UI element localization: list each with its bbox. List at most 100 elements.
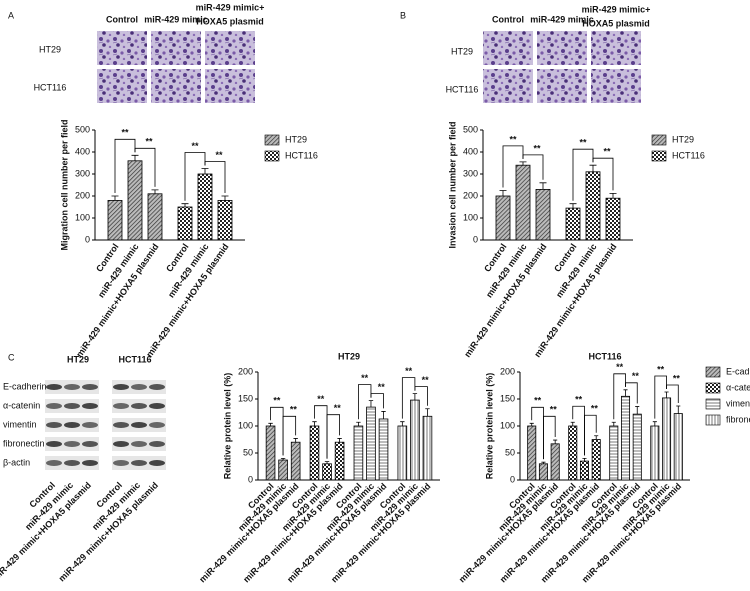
error-bar	[368, 400, 374, 408]
blot-band	[82, 384, 98, 390]
error-bar	[337, 438, 342, 443]
blot-band	[113, 384, 129, 390]
micrograph	[97, 69, 147, 103]
error-bar	[499, 190, 507, 196]
blot-band	[131, 422, 147, 428]
blot-band	[46, 422, 62, 428]
bar	[632, 413, 642, 481]
micrograph	[591, 31, 641, 65]
legend-swatch	[705, 398, 721, 410]
legend-swatch	[705, 366, 721, 378]
significance-label: **	[361, 373, 369, 383]
micrograph	[205, 31, 255, 65]
bar	[605, 197, 621, 241]
significance-bracket	[502, 145, 524, 188]
significance-label: **	[591, 404, 599, 414]
error-bar	[381, 411, 386, 419]
blot-band	[149, 422, 165, 428]
significance-bracket	[584, 414, 597, 456]
y-tick-label: 50	[505, 447, 515, 457]
error-bar	[181, 203, 189, 207]
y-tick-label: 100	[500, 420, 515, 430]
significance-label: **	[575, 395, 583, 405]
error-bar	[221, 195, 229, 201]
y-axis-label: Relative protein level (%)	[484, 373, 494, 480]
column-label: miR-429 mimic+	[582, 4, 651, 14]
legend-swatch	[264, 150, 280, 162]
blot-band	[46, 403, 62, 409]
panel-label: C	[8, 352, 15, 362]
bar	[197, 173, 213, 241]
significance-bracket	[613, 373, 626, 420]
significance-label: **	[550, 405, 558, 415]
y-tick-label: 100	[238, 420, 253, 430]
y-tick-label: 300	[463, 168, 478, 178]
y-tick-label: 500	[463, 124, 478, 134]
significance-label: **	[509, 134, 517, 144]
significance-label: **	[534, 396, 542, 406]
micrograph	[537, 69, 587, 103]
significance-label: **	[215, 150, 223, 160]
error-bar	[280, 458, 286, 461]
significance-bracket	[592, 157, 614, 191]
legend-label: HCT116	[285, 150, 318, 160]
y-tick-label: 150	[500, 393, 515, 403]
bar	[662, 397, 672, 481]
blot-band	[113, 422, 129, 428]
blot-band	[46, 460, 62, 466]
error-bar	[539, 182, 547, 190]
blot-band	[113, 403, 129, 409]
error-bar	[201, 168, 209, 174]
significance-label: **	[121, 128, 129, 138]
bar	[366, 406, 376, 481]
y-tick-label: 0	[85, 234, 90, 244]
bar	[609, 425, 619, 481]
micrograph	[97, 31, 147, 65]
y-tick-label: 200	[75, 190, 90, 200]
blot-band	[149, 403, 165, 409]
error-bar	[425, 408, 430, 417]
error-bar	[324, 461, 330, 464]
significance-bracket	[114, 138, 136, 193]
blot-band	[64, 384, 80, 390]
legend-label: vimentin	[726, 398, 750, 408]
bar	[278, 459, 288, 481]
x-tick-label: miR-429 mimic+HOXA5 plasmid	[532, 242, 618, 359]
bar	[107, 199, 123, 241]
error-bar	[400, 421, 405, 426]
error-bar	[570, 421, 575, 426]
significance-label: **	[290, 405, 298, 415]
significance-bracket	[543, 415, 556, 460]
significance-label: **	[673, 373, 681, 383]
y-tick-label: 50	[243, 447, 253, 457]
y-tick-label: 500	[75, 124, 90, 134]
blot-band	[131, 441, 147, 447]
significance-bracket	[625, 382, 638, 404]
blot-band	[149, 441, 165, 447]
legend-swatch	[705, 382, 721, 394]
error-bar	[529, 422, 534, 426]
blot-band	[82, 460, 98, 466]
blot-band	[131, 460, 147, 466]
blot-band	[82, 441, 98, 447]
blot-band	[131, 384, 147, 390]
significance-bracket	[134, 147, 156, 187]
cell-line-label: HCT116	[118, 354, 151, 364]
blot-band	[82, 422, 98, 428]
y-tick-label: 300	[75, 168, 90, 178]
protein-label: E-cadherin	[3, 381, 47, 391]
significance-label: **	[632, 371, 640, 381]
x-tick-label: miR-429 mimic+HOXA5 plasmid	[144, 242, 230, 359]
column-label: Control	[492, 14, 524, 24]
panel-label: A	[8, 10, 14, 20]
column-label: miR-429 mimic	[144, 14, 208, 24]
error-bar	[268, 422, 273, 426]
y-tick-label: 200	[463, 190, 478, 200]
row-label: HT29	[39, 44, 61, 54]
significance-bracket	[204, 161, 226, 193]
protein-label: α-catenin	[3, 400, 40, 410]
significance-bracket	[282, 415, 297, 456]
legend-label: fibronectin	[726, 414, 750, 424]
legend-swatch	[705, 414, 721, 426]
error-bar	[623, 389, 628, 397]
